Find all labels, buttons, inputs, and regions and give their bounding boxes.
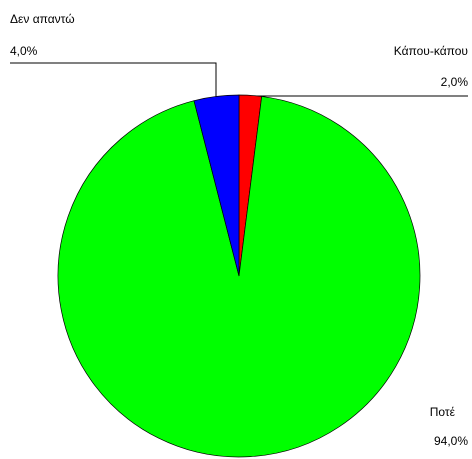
pie-slice	[193, 94, 240, 277]
value-label: 4,0%	[10, 44, 38, 58]
slice-label: Ποτέ	[430, 405, 456, 419]
value-label: 94,0%	[434, 434, 468, 448]
slice-label: Δεν απαντώ	[10, 12, 75, 26]
leader-line	[10, 62, 217, 99]
value-label: 2,0%	[441, 75, 469, 89]
slice-label: Κάπου-κάπου	[394, 44, 468, 58]
pie-slice	[57, 96, 421, 458]
